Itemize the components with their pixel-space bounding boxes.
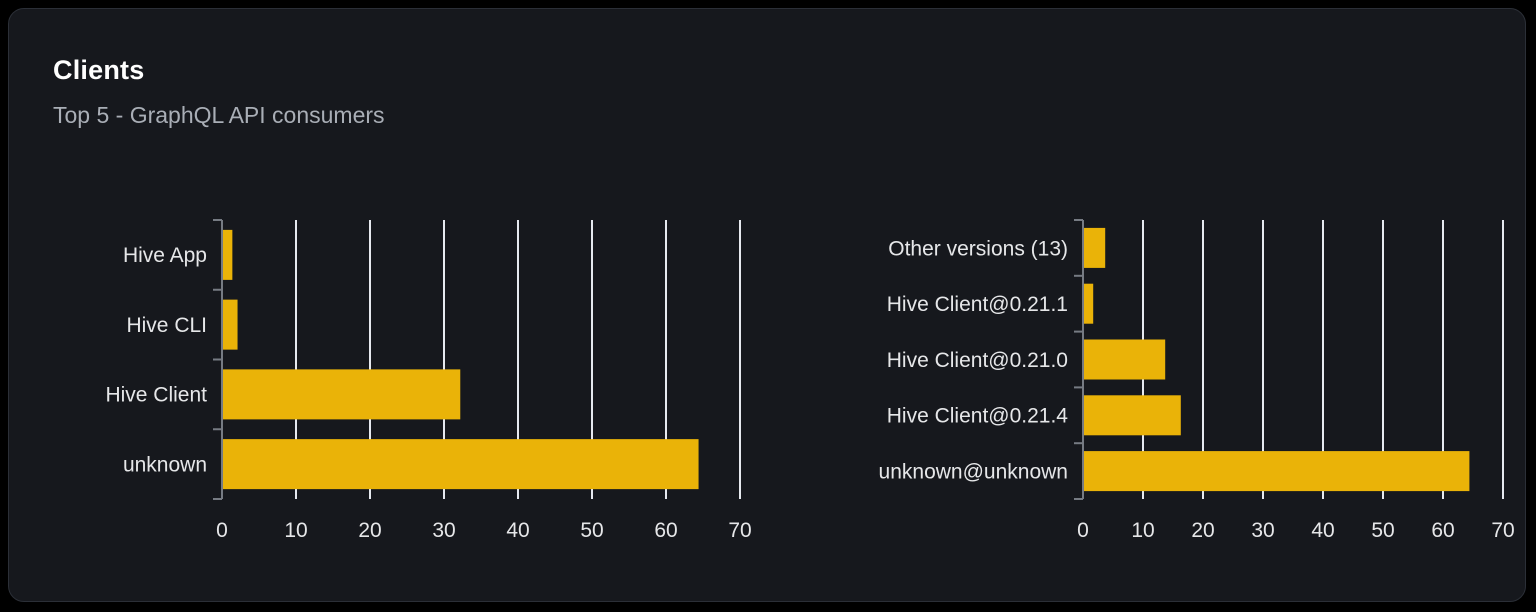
x-tick-labels: 0 10 20 30 40 50 60 70 xyxy=(216,519,752,542)
category-label-hive-client-0-21-0: Hive Client@0.21.0 xyxy=(887,349,1068,372)
x-tick-label-30: 30 xyxy=(1251,519,1274,542)
x-tick-label-60: 60 xyxy=(1431,519,1454,542)
y-axis xyxy=(1074,219,1084,500)
x-tick-label-20: 20 xyxy=(1191,519,1214,542)
x-tick-label-40: 40 xyxy=(506,519,529,542)
gridlines xyxy=(295,220,741,499)
x-tick-label-20: 20 xyxy=(358,519,381,542)
bars xyxy=(222,229,699,490)
x-tick-label-50: 50 xyxy=(1371,519,1394,542)
y-axis xyxy=(213,219,223,500)
x-tick-label-60: 60 xyxy=(654,519,677,542)
bar-unknown-unknown xyxy=(1083,451,1470,492)
bar-hive-client-0-21-0 xyxy=(1083,339,1166,380)
category-label-hive-cli: Hive CLI xyxy=(126,314,207,337)
category-labels: Other versions (13) Hive Client@0.21.1 Hiv… xyxy=(879,237,1069,483)
clients-by-version-svg: Other versions (13) Hive Client@0.21.1 Hiv… xyxy=(879,219,1515,542)
category-labels: Hive App Hive CLI Hive Client unknown xyxy=(105,244,207,476)
category-label-hive-app: Hive App xyxy=(123,244,207,267)
clients-by-name-chart: Hive App Hive CLI Hive Client unknown 0 10 20 3… xyxy=(49,204,794,554)
clients-by-version-chart: Other versions (13) Hive Client@0.21.1 Hiv… xyxy=(829,204,1531,554)
card-subtitle: Top 5 - GraphQL API consumers xyxy=(53,102,385,128)
x-tick-label-30: 30 xyxy=(432,519,455,542)
category-label-unknown: unknown xyxy=(123,453,207,476)
clients-by-name-svg: Hive App Hive CLI Hive Client unknown 0 10 20 3… xyxy=(105,219,752,542)
bar-other-versions-13 xyxy=(1083,227,1106,268)
bar-hive-client-0-21-1 xyxy=(1083,283,1094,324)
bar-hive-client xyxy=(222,369,461,420)
bar-unknown xyxy=(222,439,699,490)
bar-hive-client-0-21-4 xyxy=(1083,395,1181,436)
x-tick-label-70: 70 xyxy=(1491,519,1514,542)
bars xyxy=(1083,227,1470,492)
x-tick-label-50: 50 xyxy=(580,519,603,542)
bar-hive-cli xyxy=(222,299,238,350)
x-tick-label-0: 0 xyxy=(216,519,228,542)
x-tick-label-10: 10 xyxy=(284,519,307,542)
category-label-unknown-unknown: unknown@unknown xyxy=(879,460,1068,483)
x-tick-label-10: 10 xyxy=(1131,519,1154,542)
x-tick-label-0: 0 xyxy=(1077,519,1089,542)
clients-card: Clients Top 5 - GraphQL API consumers Hi… xyxy=(8,8,1526,602)
card-title: Clients xyxy=(53,55,145,85)
x-tick-label-40: 40 xyxy=(1311,519,1334,542)
category-label-other-versions-13: Other versions (13) xyxy=(888,237,1068,260)
x-tick-label-70: 70 xyxy=(728,519,751,542)
category-label-hive-client-0-21-4: Hive Client@0.21.4 xyxy=(887,405,1069,428)
card-header: Clients Top 5 - GraphQL API consumers xyxy=(53,55,385,129)
x-tick-labels: 0 10 20 30 40 50 60 70 xyxy=(1077,519,1515,542)
category-label-hive-client: Hive Client xyxy=(105,384,207,407)
bar-hive-app xyxy=(222,229,233,280)
category-label-hive-client-0-21-1: Hive Client@0.21.1 xyxy=(887,293,1068,316)
